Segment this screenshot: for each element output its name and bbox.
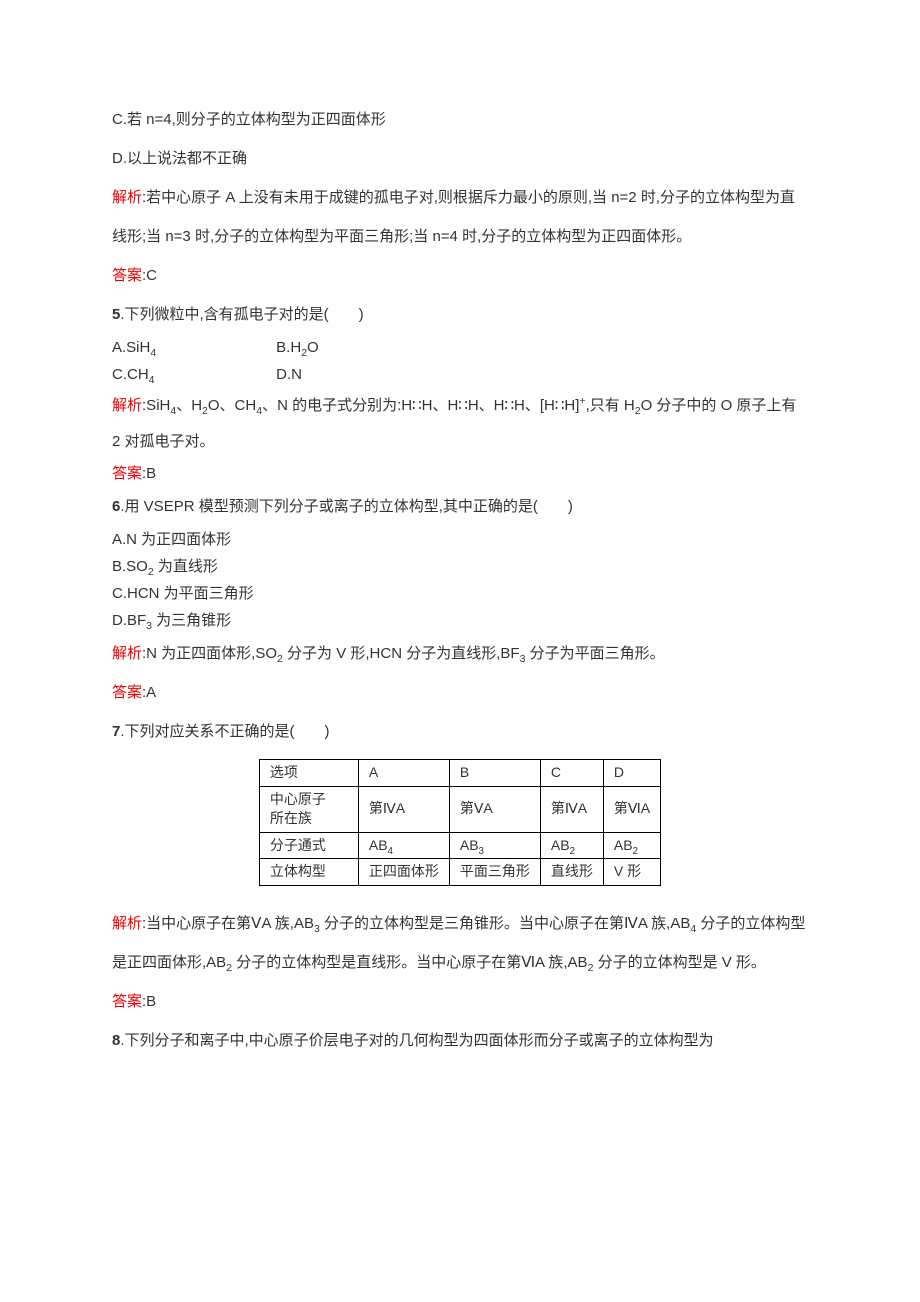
- cell: 第ⅤA: [449, 786, 540, 832]
- text: O: [307, 339, 319, 356]
- text: 所在族: [270, 810, 312, 826]
- text: 、N 的电子式分别为:H∷H、H∷H、H∷H、[H∷H]: [262, 397, 579, 414]
- q7-table: 选项 A B C D 中心原子所在族 第ⅣA 第ⅤA 第ⅣA 第ⅥA 分子通式 …: [259, 759, 661, 886]
- option-d: D.以上说法都不正确: [112, 139, 808, 178]
- subscript: 2: [633, 846, 638, 857]
- q8-stem: .下列分子和离子中,中心原子价层电子对的几何构型为四面体形而分子或离子的立体构型…: [120, 1032, 713, 1049]
- text: :当中心原子在第ⅤA 族,AB: [142, 915, 314, 932]
- explanation-label: 解析: [112, 189, 142, 206]
- cell: 立体构型: [259, 859, 358, 886]
- q5-title: 5.下列微粒中,含有孤电子对的是( ): [112, 295, 808, 334]
- q7-title: 7.下列对应关系不正确的是( ): [112, 712, 808, 751]
- option-c: C.若 n=4,则分子的立体构型为正四面体形: [112, 100, 808, 139]
- q5-option-b: B.H2O: [276, 339, 319, 356]
- text: 分子为平面三角形。: [525, 645, 664, 662]
- cell: 分子通式: [259, 832, 358, 859]
- cell: 正四面体形: [358, 859, 449, 886]
- q7-explanation: 解析:当中心原子在第ⅤA 族,AB3 分子的立体构型是三角锥形。当中心原子在第Ⅳ…: [112, 904, 808, 982]
- q6-stem: .用 VSEPR 模型预测下列分子或离子的立体构型,其中正确的是( ): [120, 498, 573, 515]
- text: :SiH: [142, 397, 170, 414]
- q5-explanation: 解析:SiH4、H2O、CH4、N 的电子式分别为:H∷H、H∷H、H∷H、[H…: [112, 388, 808, 460]
- text: 分子的立体构型是直线形。当中心原子在第ⅥA 族,AB: [232, 954, 588, 971]
- cell: 中心原子所在族: [259, 786, 358, 832]
- table-row: 立体构型 正四面体形 平面三角形 直线形 V 形: [259, 859, 660, 886]
- cell: AB3: [449, 832, 540, 859]
- q6-option-b: B.SO2 为直线形: [112, 553, 808, 580]
- cell: B: [449, 760, 540, 787]
- answer-label: 答案: [112, 267, 142, 284]
- q5-option-d: D.N: [276, 366, 302, 383]
- q7-answer: 答案:B: [112, 982, 808, 1021]
- explanation-text: :若中心原子 A 上没有未用于成键的孤电子对,则根据斥力最小的原则,当 n=2 …: [112, 189, 795, 245]
- text: 中心原子: [270, 791, 326, 807]
- text: B.H: [276, 339, 301, 356]
- table-row: 选项 A B C D: [259, 760, 660, 787]
- text: B.SO: [112, 558, 148, 575]
- cell: 选项: [259, 760, 358, 787]
- q6-option-d: D.BF3 为三角锥形: [112, 607, 808, 634]
- text: 分子的立体构型是 V 形。: [593, 954, 766, 971]
- answer-value: :B: [142, 465, 156, 482]
- document-page: C.若 n=4,则分子的立体构型为正四面体形 D.以上说法都不正确 解析:若中心…: [0, 0, 920, 1120]
- answer-label: 答案: [112, 993, 142, 1010]
- cell: A: [358, 760, 449, 787]
- q6-options: A.N 为正四面体形 B.SO2 为直线形 C.HCN 为平面三角形 D.BF3…: [112, 526, 808, 634]
- table-row: 分子通式 AB4 AB3 AB2 AB2: [259, 832, 660, 859]
- text: C.CH: [112, 366, 149, 383]
- q5-option-a: A.SiH4: [112, 334, 272, 361]
- answer-value: :C: [142, 267, 157, 284]
- q5-answer: 答案:B: [112, 460, 808, 487]
- text: AB: [369, 837, 388, 853]
- text: AB: [460, 837, 479, 853]
- text: 为直线形: [154, 558, 218, 575]
- answer-value: :A: [142, 684, 156, 701]
- q5-option-c: C.CH4: [112, 361, 272, 388]
- cell: 平面三角形: [449, 859, 540, 886]
- cell: 直线形: [540, 859, 603, 886]
- cell: AB2: [603, 832, 660, 859]
- q6-title: 6.用 VSEPR 模型预测下列分子或离子的立体构型,其中正确的是( ): [112, 487, 808, 526]
- text: A.SiH: [112, 339, 150, 356]
- answer-label: 答案: [112, 465, 142, 482]
- subscript: 4: [388, 846, 393, 857]
- text: 分子为 V 形,HCN 分子为直线形,BF: [283, 645, 520, 662]
- subscript: 2: [570, 846, 575, 857]
- text: 为三角锥形: [152, 612, 231, 629]
- text: AB: [551, 837, 570, 853]
- q5-options: A.SiH4 B.H2O C.CH4 D.N: [112, 334, 808, 388]
- q6-option-a: A.N 为正四面体形: [112, 526, 808, 553]
- subscript: 4: [150, 347, 156, 359]
- cell: 第ⅣA: [358, 786, 449, 832]
- q6-option-c: C.HCN 为平面三角形: [112, 580, 808, 607]
- answer: 答案:C: [112, 256, 808, 295]
- q8-title: 8.下列分子和离子中,中心原子价层电子对的几何构型为四面体形而分子或离子的立体构…: [112, 1021, 808, 1060]
- text: 分子的立体构型是三角锥形。当中心原子在第ⅣA 族,AB: [320, 915, 691, 932]
- cell: D: [603, 760, 660, 787]
- table-row: 中心原子所在族 第ⅣA 第ⅤA 第ⅣA 第ⅥA: [259, 786, 660, 832]
- q7-stem: .下列对应关系不正确的是( ): [120, 723, 329, 740]
- q6-answer: 答案:A: [112, 673, 808, 712]
- cell: 第ⅣA: [540, 786, 603, 832]
- subscript: 4: [149, 374, 155, 386]
- text: ,只有 H: [586, 397, 635, 414]
- cell: V 形: [603, 859, 660, 886]
- explanation-label: 解析: [112, 397, 142, 414]
- text: 、H: [176, 397, 202, 414]
- text: :N 为正四面体形,SO: [142, 645, 277, 662]
- text: AB: [614, 837, 633, 853]
- text: O、CH: [208, 397, 256, 414]
- cell: C: [540, 760, 603, 787]
- answer-value: :B: [142, 993, 156, 1010]
- q5-stem: .下列微粒中,含有孤电子对的是( ): [120, 306, 363, 323]
- subscript: 3: [479, 846, 484, 857]
- cell: AB4: [358, 832, 449, 859]
- q6-explanation: 解析:N 为正四面体形,SO2 分子为 V 形,HCN 分子为直线形,BF3 分…: [112, 634, 808, 673]
- explanation-label: 解析: [112, 915, 142, 932]
- cell: 第ⅥA: [603, 786, 660, 832]
- explanation-label: 解析: [112, 645, 142, 662]
- answer-label: 答案: [112, 684, 142, 701]
- cell: AB2: [540, 832, 603, 859]
- text: D.BF: [112, 612, 146, 629]
- explanation: 解析:若中心原子 A 上没有未用于成键的孤电子对,则根据斥力最小的原则,当 n=…: [112, 178, 808, 256]
